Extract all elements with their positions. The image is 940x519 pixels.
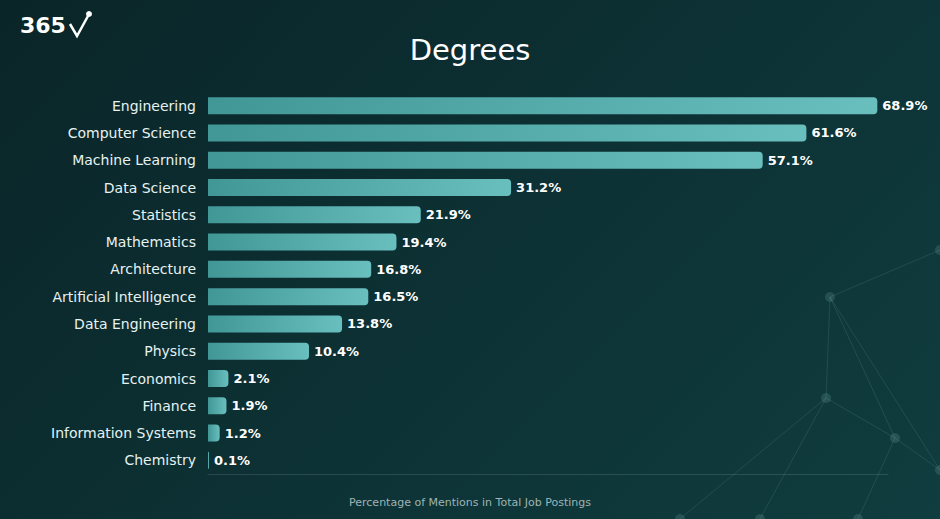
svg-text:Finance: Finance: [142, 398, 196, 414]
svg-text:Degrees: Degrees: [410, 33, 531, 67]
svg-text:Architecture: Architecture: [110, 261, 196, 277]
svg-text:1.9%: 1.9%: [231, 398, 267, 413]
svg-text:10.4%: 10.4%: [314, 344, 359, 359]
svg-text:2.1%: 2.1%: [233, 371, 269, 386]
svg-text:Data Science: Data Science: [104, 180, 196, 196]
svg-text:Engineering: Engineering: [112, 98, 196, 114]
svg-text:13.8%: 13.8%: [347, 316, 392, 331]
svg-text:16.5%: 16.5%: [373, 289, 418, 304]
svg-text:Machine Learning: Machine Learning: [72, 152, 196, 168]
svg-text:21.9%: 21.9%: [426, 207, 471, 222]
svg-text:365: 365: [20, 13, 66, 38]
svg-text:Mathematics: Mathematics: [106, 234, 196, 250]
svg-text:16.8%: 16.8%: [376, 262, 421, 277]
svg-text:Percentage of Mentions in Tota: Percentage of Mentions in Total Job Post…: [349, 496, 591, 509]
svg-text:61.6%: 61.6%: [811, 125, 856, 140]
svg-text:1.2%: 1.2%: [225, 426, 261, 441]
svg-text:68.9%: 68.9%: [882, 98, 927, 113]
svg-text:0.1%: 0.1%: [214, 453, 250, 468]
svg-text:Information Systems: Information Systems: [51, 425, 196, 441]
svg-text:Statistics: Statistics: [132, 207, 196, 223]
svg-text:Computer Science: Computer Science: [68, 125, 196, 141]
svg-text:Economics: Economics: [121, 371, 196, 387]
svg-text:Physics: Physics: [144, 343, 196, 359]
svg-text:Data Engineering: Data Engineering: [74, 316, 196, 332]
svg-text:Artificial Intelligence: Artificial Intelligence: [53, 289, 197, 305]
svg-text:31.2%: 31.2%: [516, 180, 561, 195]
svg-text:Chemistry: Chemistry: [124, 452, 196, 468]
svg-text:57.1%: 57.1%: [768, 153, 813, 168]
svg-text:19.4%: 19.4%: [401, 235, 446, 250]
